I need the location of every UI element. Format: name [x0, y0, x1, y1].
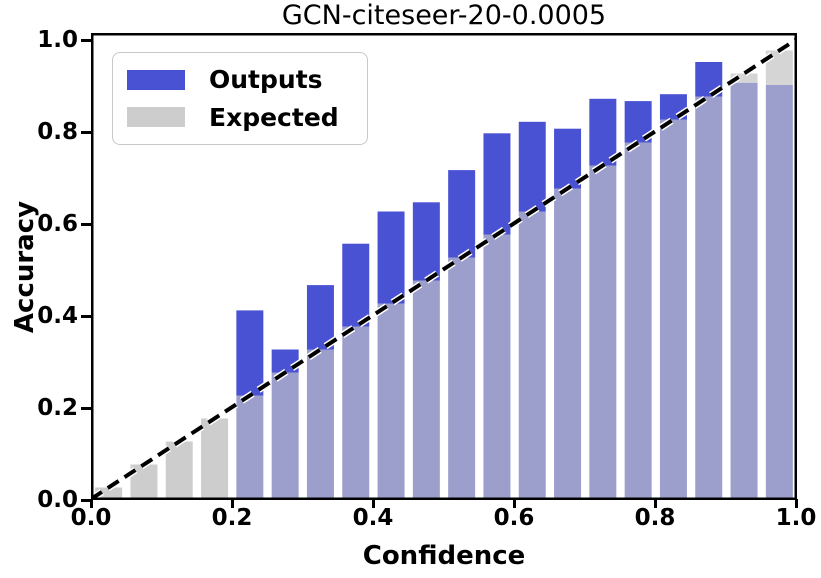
bar-outputs-tip	[589, 98, 617, 166]
bars-layer	[95, 50, 793, 499]
x-tick-label: 0.0	[70, 505, 112, 531]
bar-outputs-tip	[448, 170, 476, 258]
bar-overlap	[306, 349, 334, 499]
legend-label-outputs: Outputs	[209, 65, 323, 95]
y-tick-mark	[81, 406, 91, 410]
bar-outputs-tip	[342, 243, 370, 327]
bar-expected	[201, 418, 229, 499]
x-tick-mark	[653, 499, 657, 508]
x-axis-label: Confidence	[362, 541, 526, 571]
x-tick-label: 0.8	[634, 505, 676, 531]
x-tick-mark	[794, 499, 798, 508]
y-tick-mark	[81, 222, 91, 226]
bar-outputs-tip	[483, 133, 511, 235]
y-tick-label: 0.6	[37, 210, 78, 237]
bar-overlap	[554, 188, 582, 499]
bar-overlap	[448, 257, 476, 499]
x-tick-label: 0.4	[352, 505, 394, 531]
bar-overlap	[589, 165, 617, 499]
bar-expected-tip	[730, 73, 758, 83]
bar-overlap	[377, 303, 405, 499]
plot-area	[91, 33, 797, 500]
bar-overlap	[236, 395, 264, 499]
legend-swatch-outputs	[127, 69, 185, 90]
y-tick-mark	[81, 314, 91, 318]
bar-outputs-tip	[518, 121, 546, 212]
bar-outputs-tip	[236, 310, 264, 396]
bar-overlap	[342, 326, 370, 499]
bar-overlap	[730, 82, 758, 499]
x-tick-label: 1.0	[775, 505, 817, 531]
bar-expected	[95, 487, 123, 499]
y-tick-label: 0.0	[37, 486, 78, 513]
bar-outputs-tip	[306, 285, 334, 350]
bar-overlap	[412, 280, 440, 499]
legend-swatch-expected	[127, 107, 185, 128]
bar-overlap	[518, 211, 546, 499]
legend-label-expected: Expected	[209, 102, 339, 132]
x-tick-label: 0.6	[493, 505, 535, 531]
perfect-calibration-line	[91, 36, 797, 500]
y-tick-mark	[81, 130, 91, 134]
legend-entry-outputs: Outputs	[127, 67, 353, 92]
bar-overlap	[483, 234, 511, 499]
diagonal-line	[91, 37, 797, 500]
bar-overlap	[695, 96, 723, 499]
y-tick-label: 0.8	[37, 118, 78, 145]
y-tick-label: 1.0	[37, 26, 78, 53]
legend: Outputs Expected	[112, 52, 368, 145]
bar-outputs-tip	[412, 202, 440, 281]
x-tick-mark	[230, 499, 234, 508]
x-tick-mark	[371, 499, 375, 508]
bar-overlap	[765, 85, 793, 499]
y-tick-mark	[81, 38, 91, 42]
axes-spines	[91, 33, 797, 500]
x-tick-mark	[512, 499, 516, 508]
bar-outputs-tip	[377, 211, 405, 304]
bar-overlap	[624, 142, 652, 499]
x-tick-label: 0.2	[211, 505, 253, 531]
x-tick-mark	[89, 499, 93, 508]
bar-overlap	[271, 372, 299, 499]
y-tick-label: 0.2	[37, 394, 78, 421]
bar-overlap	[659, 119, 687, 499]
y-tick-mark	[81, 498, 91, 502]
y-tick-label: 0.4	[37, 302, 78, 329]
legend-entry-expected: Expected	[127, 105, 353, 130]
chart-title: GCN-citeseer-20-0.0005	[281, 0, 607, 31]
